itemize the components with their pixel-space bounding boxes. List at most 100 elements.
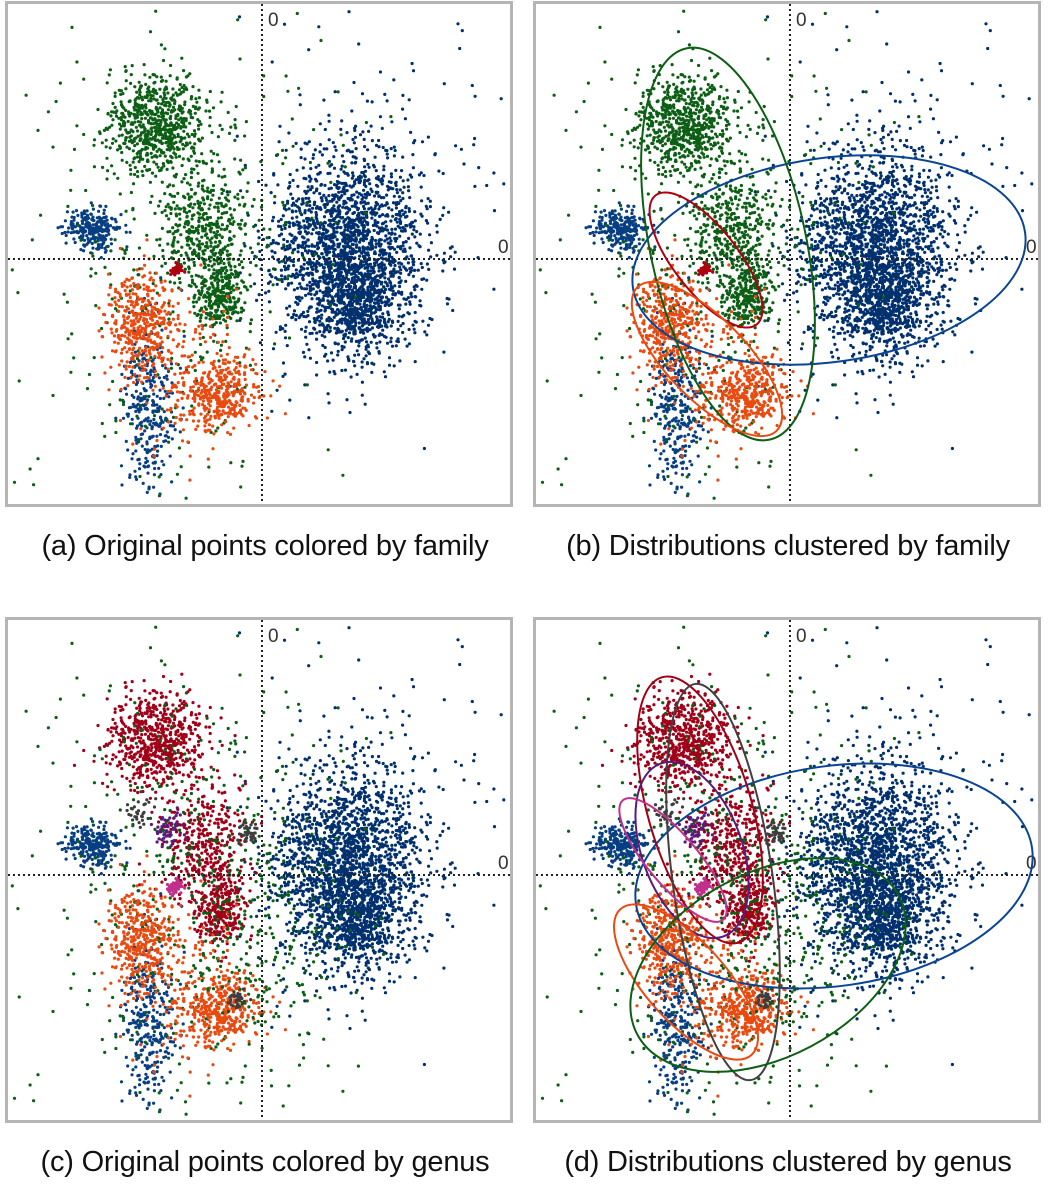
scatter-point [391, 187, 395, 191]
scatter-point [347, 331, 352, 335]
scatter-point [408, 246, 412, 250]
scatter-point [127, 147, 131, 151]
scatter-point [366, 251, 370, 255]
scatter-point [166, 140, 170, 144]
scatter-point [411, 260, 415, 264]
scatter-point [348, 410, 352, 415]
scatter-point [148, 370, 152, 374]
scatter-point [284, 148, 288, 152]
scatter-point [370, 297, 374, 301]
scatter-point [317, 241, 321, 245]
scatter-point [502, 182, 506, 186]
scatter-point [185, 211, 189, 215]
scatter-point [326, 294, 330, 298]
scatter-point [322, 330, 326, 334]
scatter-point [363, 219, 367, 223]
scatter-point [312, 128, 316, 132]
scatter-point [217, 289, 221, 293]
scatter-point [375, 315, 379, 319]
scatter-point [143, 429, 147, 433]
scatter-point [377, 269, 381, 273]
scatter-point [425, 207, 429, 211]
scatter-point [319, 316, 323, 320]
scatter-point [156, 345, 160, 349]
scatter-point [135, 142, 139, 146]
scatter-point [155, 98, 159, 102]
scatter-point [354, 147, 358, 151]
scatter-point [412, 327, 416, 331]
scatter-point [401, 191, 405, 195]
scatter-point [178, 106, 182, 110]
scatter-point [332, 226, 336, 230]
scatter-point [146, 129, 150, 133]
scatter-point [228, 207, 232, 211]
scatter-point [132, 346, 136, 350]
scatter-point [162, 91, 166, 95]
scatter-point [420, 277, 424, 281]
scatter-point [182, 225, 186, 229]
scatter-point [143, 73, 147, 77]
scatter-point [183, 136, 187, 140]
scatter-point [346, 336, 350, 340]
scatter-point [268, 227, 272, 231]
scatter-point [315, 261, 319, 266]
scatter-point [157, 169, 162, 173]
scatter-point [410, 232, 414, 236]
scatter-point [249, 284, 253, 288]
scatter-point [240, 218, 244, 222]
scatter-point [182, 69, 186, 73]
scatter-point [337, 190, 341, 194]
scatter-point [167, 395, 171, 399]
scatter-point [442, 261, 446, 265]
scatter-point [179, 253, 183, 257]
scatter-point [368, 272, 372, 276]
scatter-point [349, 252, 353, 256]
scatter-point [351, 171, 355, 175]
scatter-point [112, 172, 116, 176]
scatter-point [366, 201, 370, 205]
scatter-point [163, 154, 167, 158]
scatter-point [337, 320, 341, 324]
scatter-point [85, 234, 89, 238]
scatter-point [319, 182, 324, 187]
scatter-point [232, 208, 236, 212]
scatter-point [181, 157, 185, 161]
scatter-point [161, 420, 165, 424]
scatter-point [122, 106, 126, 110]
scatter-point [123, 386, 127, 390]
scatter-point [162, 103, 167, 107]
scatter-point [369, 340, 373, 344]
scatter-point [108, 68, 112, 72]
scatter-point [357, 42, 361, 46]
scatter-point [191, 104, 195, 108]
scatter-point [299, 285, 303, 289]
scatter-point [134, 475, 138, 479]
scatter-point [129, 128, 133, 132]
scatter-point [282, 206, 286, 210]
scatter-point [324, 352, 328, 356]
scatter-point [152, 380, 156, 384]
scatter-point [158, 199, 162, 203]
scatter-point [91, 246, 95, 250]
scatter-point [136, 458, 140, 462]
scatter-point [312, 316, 316, 321]
scatter-point [138, 462, 142, 466]
scatter-point [327, 138, 331, 142]
scatter-point [110, 164, 114, 168]
scatter-point [355, 307, 359, 311]
scatter-point [208, 89, 212, 94]
scatter-point [356, 275, 360, 279]
scatter-point [372, 194, 377, 198]
scatter-point [128, 295, 132, 300]
scatter-point [332, 155, 336, 159]
scatter-point [382, 168, 386, 172]
scatter-point [399, 214, 403, 218]
scatter-point [179, 465, 183, 469]
scatter-point [198, 309, 202, 313]
scatter-point [351, 137, 355, 142]
scatter-point [322, 98, 326, 102]
scatter-point [258, 249, 262, 253]
scatter-point [368, 182, 372, 186]
scatter-point [228, 218, 232, 222]
scatter-point [139, 330, 143, 334]
